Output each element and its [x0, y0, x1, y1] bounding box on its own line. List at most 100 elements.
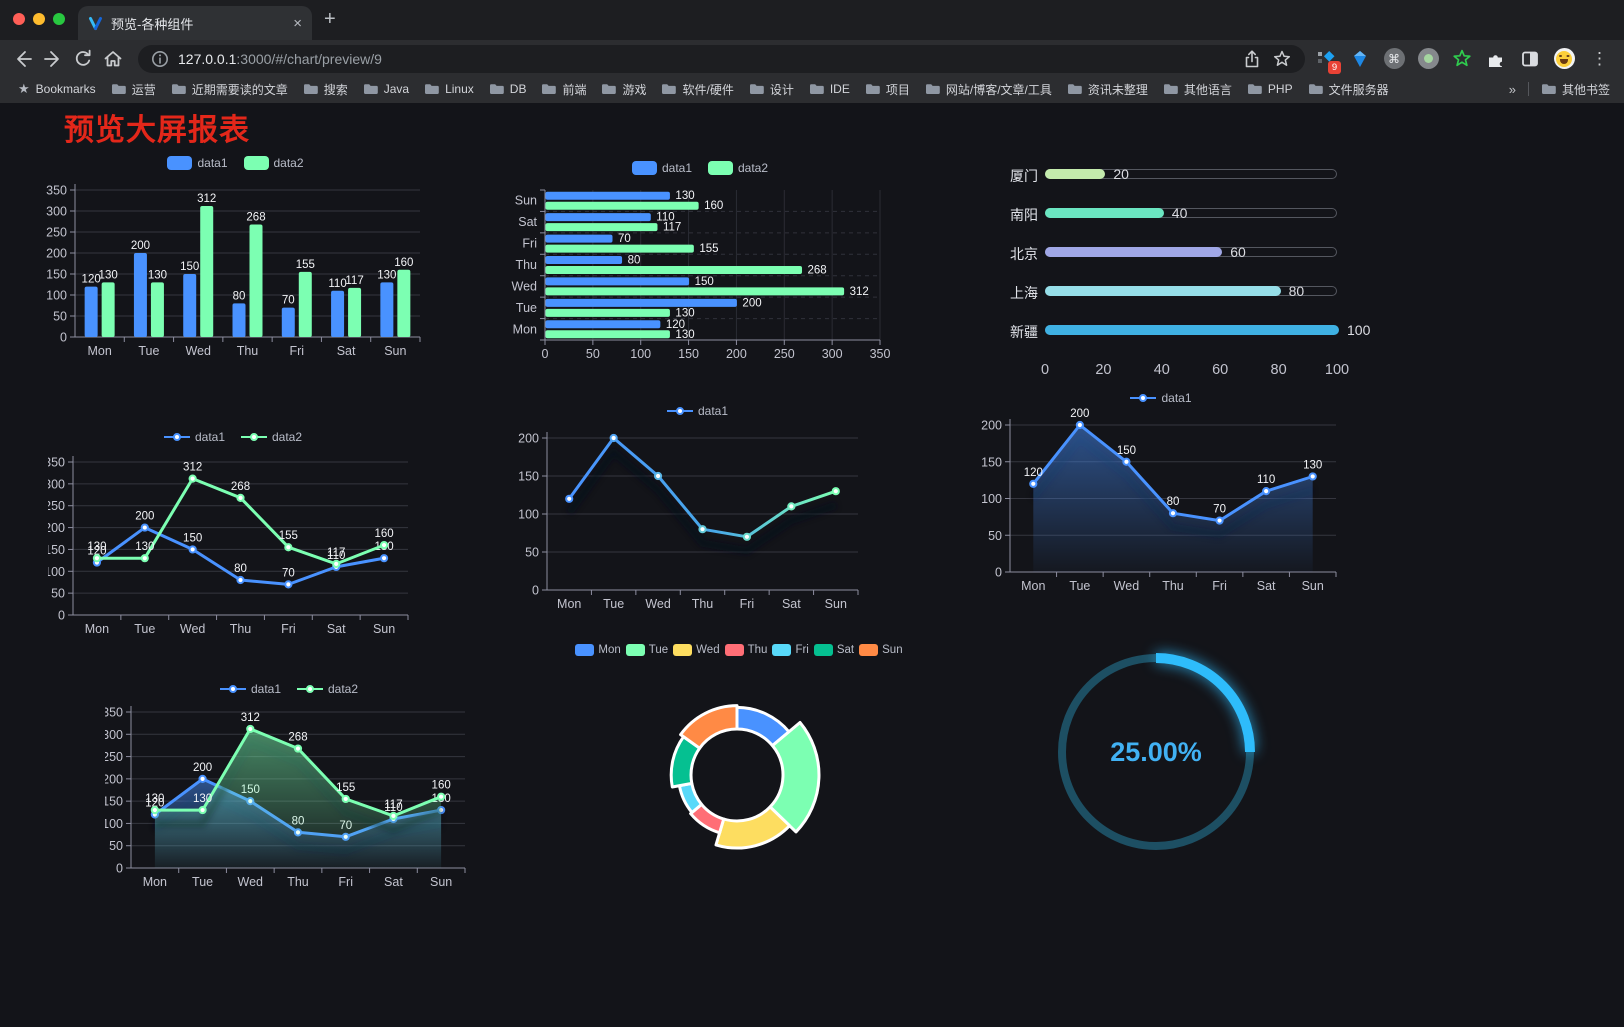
chart-grouped-bar[interactable]: data1 data2 0 50 100 150 200 250 300 350 Mon Tue Wed…	[38, 150, 433, 365]
svg-text:50: 50	[525, 546, 539, 560]
legend-item[interactable]: data1	[666, 404, 728, 418]
ext-green-dot-icon[interactable]	[1417, 48, 1439, 70]
address-bar[interactable]: 127.0.0.1 :3000/#/chart/preview/9	[138, 44, 1305, 73]
chart-gauge[interactable]: 25.00%	[1040, 638, 1280, 873]
legend-item[interactable]: data1	[167, 156, 228, 170]
svg-text:155: 155	[279, 530, 298, 542]
bookmark-item-bookmarks[interactable]: ★ Bookmarks	[18, 81, 96, 96]
svg-text:Tue: Tue	[603, 597, 624, 608]
svg-text:300: 300	[48, 477, 65, 491]
ext-command-icon[interactable]: ⌘	[1383, 48, 1405, 70]
svg-text:130: 130	[99, 269, 118, 281]
chart-canvas[interactable]: 0 50 100 150 200 250 300 350 Mon Tue Wed Thu Fri Sat S…	[38, 150, 433, 365]
legend-item[interactable]: data1	[163, 430, 225, 444]
chart-rose-pie[interactable]: Mon Tue Wed Thu Fri Sat Sun	[555, 635, 923, 890]
zoom-window-button[interactable]	[53, 13, 65, 25]
chart-canvas[interactable]	[555, 635, 923, 890]
legend-item[interactable]: data2	[708, 161, 768, 175]
reload-button[interactable]	[68, 46, 98, 72]
chart-area-single[interactable]: data1 0 50 100 150 200 Mon Tue Wed Thu Fri Sat Sun 12…	[975, 390, 1347, 598]
bookmark-folder[interactable]: 资讯未整理	[1067, 81, 1148, 98]
svg-text:0: 0	[58, 609, 65, 623]
chart-area-multi[interactable]: data1 data2 0 50 100 150 200 250 300 350 Mon Tue Wed…	[105, 680, 473, 890]
browser-tab[interactable]: 预览-各种组件 ×	[78, 6, 312, 40]
svg-text:120: 120	[145, 798, 164, 810]
bookmark-folder[interactable]: DB	[489, 81, 526, 98]
other-bookmarks[interactable]: 其他书签	[1541, 81, 1610, 98]
svg-text:100: 100	[630, 347, 651, 361]
url-host: 127.0.0.1	[178, 50, 237, 67]
legend-item[interactable]: Thu	[724, 644, 767, 656]
bookmark-folder[interactable]: 运营	[111, 81, 156, 98]
ext-emoji-icon[interactable]	[1553, 48, 1575, 70]
legend-item[interactable]: data2	[297, 682, 358, 696]
svg-text:120: 120	[87, 546, 106, 558]
chart-canvas[interactable]: 0 50 100 150 200 250 300 350 Mon Tue Wed Thu Fri Sat S…	[105, 680, 473, 890]
chart-canvas[interactable]: 0 50 100 150 200 250 300 350 Mon Tue Wed Thu Fri Sat S…	[48, 425, 418, 637]
ext-gem-icon[interactable]	[1349, 48, 1371, 70]
bookmark-folder[interactable]: 其他语言	[1163, 81, 1232, 98]
bookmarks-overflow-chevron[interactable]: »	[1508, 81, 1516, 97]
ext-green-star-icon[interactable]	[1451, 48, 1473, 70]
chart-line-multi[interactable]: data1 data2 0 50 100 150 200 250 300 350 Mon Tue Wed…	[48, 425, 418, 637]
chart-canvas[interactable]: 0 50 100 150 200 Mon Tue Wed Thu Fri Sat Sun 120 200 1…	[975, 390, 1347, 598]
bookmark-folder[interactable]: 设计	[749, 81, 794, 98]
new-tab-button[interactable]: +	[324, 8, 336, 30]
bookmark-folder[interactable]: IDE	[809, 81, 850, 98]
svg-text:268: 268	[288, 732, 307, 744]
legend-item[interactable]: data2	[241, 430, 302, 444]
svg-text:Mon: Mon	[85, 622, 109, 636]
bookmark-folder[interactable]: 前端	[541, 81, 586, 98]
legend-item[interactable]: data1	[219, 682, 281, 696]
bookmark-folder[interactable]: PHP	[1247, 81, 1293, 98]
site-info-icon[interactable]	[150, 49, 170, 69]
legend-item[interactable]: Tue	[625, 644, 668, 656]
legend-item[interactable]: Fri	[772, 644, 809, 656]
svg-text:70: 70	[1213, 504, 1226, 516]
chart-capsule-bar[interactable]: 厦门 20 南阳 40 北京 60 上海 80 新疆 100 0 20 40 60 80 100	[1000, 158, 1380, 383]
legend-item[interactable]: Sun	[859, 644, 903, 656]
chart-canvas[interactable]: 25.00%	[1040, 638, 1280, 873]
svg-text:100: 100	[518, 508, 539, 522]
chart-line-gradient[interactable]: data1 0 50 100 150 200 Mon Tue Wed Thu Fri Sat Sun	[505, 396, 890, 608]
svg-text:150: 150	[678, 347, 699, 361]
bookmark-folder[interactable]: 游戏	[601, 81, 646, 98]
back-button[interactable]	[8, 46, 38, 72]
legend-item[interactable]: Sat	[813, 644, 854, 656]
legend-item[interactable]: data2	[243, 156, 304, 170]
ext-reading-list-icon[interactable]	[1519, 48, 1541, 70]
ext-puzzle-icon[interactable]	[1485, 48, 1507, 70]
legend-item[interactable]: Mon	[575, 644, 621, 656]
svg-text:120: 120	[1024, 467, 1043, 479]
share-icon[interactable]	[1241, 48, 1263, 70]
bookmark-folder[interactable]: Linux	[424, 81, 474, 98]
bookmark-folder[interactable]: 软件/硬件	[661, 81, 734, 98]
minimize-window-button[interactable]	[33, 13, 45, 25]
svg-text:300: 300	[822, 347, 843, 361]
bookmark-folder[interactable]: 项目	[865, 81, 910, 98]
chart-canvas[interactable]: 0 50 100 150 200 Mon Tue Wed Thu Fri Sat Sun	[505, 396, 890, 608]
browser-menu-icon[interactable]: ⋮	[1591, 48, 1608, 68]
svg-text:Thu: Thu	[230, 622, 252, 636]
bookmark-folder[interactable]: 文件服务器	[1308, 81, 1389, 98]
ext-blue-diamond-icon[interactable]: 9	[1315, 48, 1341, 74]
tab-close-icon[interactable]: ×	[293, 14, 302, 32]
close-window-button[interactable]	[13, 13, 25, 25]
bookmark-folder[interactable]: Java	[363, 81, 409, 98]
legend-item[interactable]: data1	[631, 161, 692, 175]
bookmark-star-icon[interactable]	[1271, 48, 1293, 70]
bookmark-folder[interactable]: 近期需要读的文章	[171, 81, 288, 98]
svg-text:Sat: Sat	[384, 875, 403, 889]
forward-button[interactable]	[38, 46, 68, 72]
bookmark-folder[interactable]: 网站/博客/文章/工具	[925, 81, 1052, 98]
svg-text:312: 312	[197, 193, 216, 205]
svg-text:Fri: Fri	[522, 237, 537, 251]
svg-text:130: 130	[87, 541, 106, 553]
legend-item[interactable]: data1	[1130, 391, 1192, 405]
bookmark-folder[interactable]: 搜索	[303, 81, 348, 98]
chart-horizontal-bar[interactable]: data1 data2 0 50 100 150 200 250 300 350 Mon 120 130…	[505, 155, 895, 367]
legend-item[interactable]: Wed	[673, 644, 720, 656]
home-button[interactable]	[98, 46, 128, 72]
